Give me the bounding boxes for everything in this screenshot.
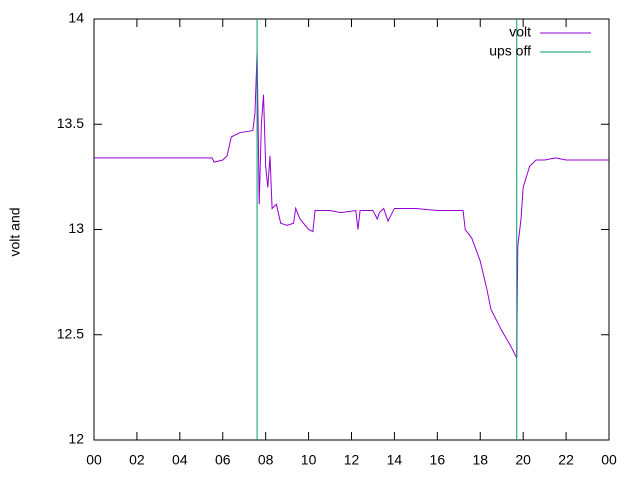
plot-frame <box>93 18 610 441</box>
x-tick-label: 02 <box>129 452 145 468</box>
x-tick-label: 20 <box>515 452 531 468</box>
y-tick-label: 14 <box>68 10 84 26</box>
x-tick-label: 16 <box>430 452 446 468</box>
x-tick-label: 08 <box>258 452 274 468</box>
x-tick-label: 00 <box>86 452 102 468</box>
x-tick-label: 14 <box>387 452 403 468</box>
x-tick-label: 04 <box>172 452 188 468</box>
y-tick-label: 12.5 <box>57 325 84 341</box>
y-tick-label: 13 <box>68 220 84 236</box>
x-tick-label: 06 <box>215 452 231 468</box>
x-tick-label: 18 <box>472 452 488 468</box>
line-series <box>94 52 609 359</box>
x-tick-label: 12 <box>344 452 360 468</box>
x-tick-label: 10 <box>301 452 317 468</box>
y-tick-label: 12 <box>68 431 84 447</box>
x-tick-label: 22 <box>558 452 574 468</box>
y-axis-label: volt and <box>7 207 23 256</box>
y-tick-label: 13.5 <box>57 115 84 131</box>
legend-label: volt <box>509 24 531 40</box>
legend-label: ups off <box>489 43 531 59</box>
x-tick-label: 00 <box>601 452 617 468</box>
